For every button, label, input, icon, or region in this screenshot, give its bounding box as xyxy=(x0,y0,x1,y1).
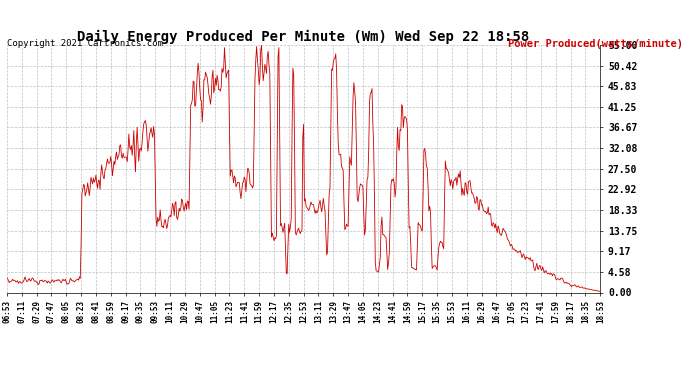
Text: Power Produced(watts/minute): Power Produced(watts/minute) xyxy=(508,39,683,50)
Title: Daily Energy Produced Per Minute (Wm) Wed Sep 22 18:58: Daily Energy Produced Per Minute (Wm) We… xyxy=(77,30,530,44)
Text: Copyright 2021 Cartronics.com: Copyright 2021 Cartronics.com xyxy=(7,39,163,48)
